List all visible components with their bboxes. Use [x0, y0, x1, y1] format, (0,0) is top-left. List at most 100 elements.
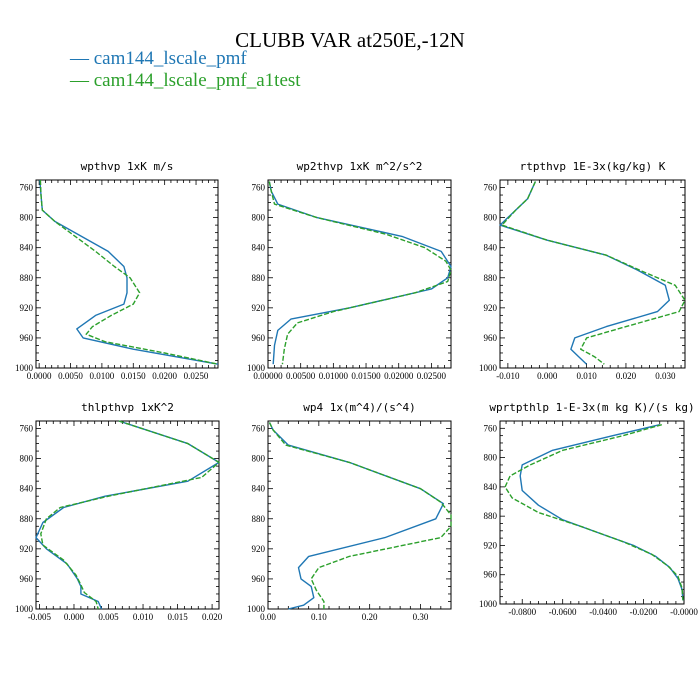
- plot-frame: [267, 420, 452, 610]
- x-tick-label: 0.010: [576, 371, 597, 381]
- chart-panel: wprtpthlp 1-E-3x(m kg K)/(s kg) 760 800 840…: [479, 401, 698, 617]
- y-tick-label: 800: [20, 454, 34, 464]
- y-tick-label: 920: [484, 540, 498, 550]
- series-line: [268, 422, 445, 610]
- legend-label: cam144_lscale_pmf: [93, 48, 247, 69]
- legend-line-marker: —: [70, 70, 89, 91]
- y-tick-label: 840: [252, 243, 266, 253]
- y-tick-label: 1000: [479, 363, 498, 373]
- y-tick-label: 760: [20, 424, 34, 434]
- x-tick-label: -0.0400: [589, 607, 617, 617]
- y-tick-label: 920: [20, 544, 34, 554]
- y-tick-label: 800: [252, 454, 266, 464]
- series-line: [268, 422, 452, 609]
- x-tick-label: 0.00500: [286, 371, 316, 381]
- y-tick-label: 760: [252, 183, 266, 193]
- x-tick-label: 0.000: [537, 371, 558, 381]
- panel-title: rtpthvp 1E-3x(kg/kg) K: [520, 160, 666, 173]
- x-tick-label: 0.020: [616, 371, 637, 381]
- y-tick-label: 760: [20, 183, 34, 193]
- series-line: [504, 424, 684, 601]
- y-tick-label: 840: [252, 484, 266, 494]
- x-tick-label: 0.010: [133, 612, 154, 622]
- panel-title: wprtpthlp 1-E-3x(m kg K)/(s kg): [489, 401, 694, 414]
- y-tick-label: 960: [252, 574, 266, 584]
- y-tick-label: 800: [484, 213, 498, 223]
- y-tick-label: 840: [484, 482, 498, 492]
- x-tick-label: 0.015: [167, 612, 188, 622]
- chart-panel: wp2thvp 1xK m^2/s^2 760 800 840 880 920 960 100…: [247, 160, 452, 381]
- x-tick-label: -0.0600: [549, 607, 577, 617]
- x-tick-label: 0.000: [64, 612, 85, 622]
- x-tick-label: 0.0000: [27, 371, 52, 381]
- x-tick-label: 0.0250: [184, 371, 209, 381]
- y-tick-label: 760: [252, 424, 266, 434]
- series-line: [40, 420, 220, 610]
- y-tick-label: 800: [20, 213, 34, 223]
- chart-panel: wp4 1x(m^4)/(s^4)76080084088092096010000…: [247, 401, 452, 622]
- series-line: [499, 181, 670, 365]
- series-line: [35, 420, 220, 610]
- y-tick-label: 1000: [15, 604, 34, 614]
- y-tick-label: 880: [252, 514, 266, 524]
- x-tick-label: 0.0100: [90, 371, 115, 381]
- chart-panel: wpthvp 1xK m/s76080084088092096010000.00…: [15, 160, 219, 381]
- x-tick-label: -0.0200: [630, 607, 658, 617]
- x-tick-label: -0.0800: [508, 607, 536, 617]
- y-tick-label: 880: [252, 273, 266, 283]
- y-tick-label: 840: [20, 243, 34, 253]
- y-tick-label: 760: [484, 183, 498, 193]
- y-tick-label: 920: [484, 303, 498, 313]
- legend-item: — cam144_lscale_pmf: [70, 48, 247, 70]
- plot-frame: [35, 420, 220, 610]
- legend-line-marker: —: [70, 48, 89, 69]
- y-tick-label: 960: [484, 333, 498, 343]
- x-tick-label: 0.005: [98, 612, 119, 622]
- series-line: [519, 424, 684, 601]
- y-tick-label: 840: [484, 243, 498, 253]
- series-line: [501, 181, 686, 365]
- series-line: [39, 179, 219, 365]
- y-tick-label: 1000: [479, 599, 498, 609]
- x-tick-label: 0.02000: [384, 371, 414, 381]
- y-tick-label: 1000: [247, 604, 266, 614]
- y-tick-label: 800: [252, 213, 266, 223]
- chart-panel: rtpthvp 1E-3x(kg/kg) K 760 800 840 880 920 960…: [479, 160, 686, 381]
- y-tick-label: 760: [484, 423, 498, 433]
- legend-label: cam144_lscale_pmf_a1test: [93, 70, 301, 91]
- x-tick-label: 0.0200: [152, 371, 177, 381]
- x-tick-label: 0.030: [655, 371, 676, 381]
- y-tick-label: 880: [20, 273, 34, 283]
- x-tick-label: 0.10: [311, 612, 327, 622]
- panel-title: wpthvp 1xK m/s: [81, 160, 174, 173]
- chart-panel: thlpthvp 1xK^2 760 800 840 880 920 960 1000-0.0…: [15, 401, 223, 622]
- x-tick-label: 0.01500: [351, 371, 381, 381]
- x-tick-label: 0.0150: [121, 371, 146, 381]
- panel-title: wp4 1x(m^4)/(s^4): [303, 401, 416, 414]
- y-tick-label: 960: [20, 574, 34, 584]
- panel-title: thlpthvp 1xK^2: [81, 401, 174, 414]
- y-tick-label: 1000: [247, 363, 266, 373]
- x-tick-label: -0.005: [28, 612, 52, 622]
- panel-title: wp2thvp 1xK m^2/s^2: [297, 160, 423, 173]
- x-tick-label: 0.020: [202, 612, 223, 622]
- y-tick-label: 1000: [15, 363, 34, 373]
- plot-frame: [499, 179, 686, 369]
- plot-frame: [267, 179, 452, 369]
- y-tick-label: 960: [20, 333, 34, 343]
- x-tick-label: -0.010: [496, 371, 520, 381]
- x-tick-label: 0.00: [260, 612, 276, 622]
- legend-item: — cam144_lscale_pmf_a1test: [70, 70, 301, 92]
- page-title: CLUBB VAR at250E,-12N: [235, 28, 465, 52]
- x-tick-label: 0.02500: [417, 371, 447, 381]
- series-line: [268, 181, 452, 365]
- x-tick-label: -0.0000: [670, 607, 698, 617]
- y-tick-label: 960: [252, 333, 266, 343]
- y-tick-label: 920: [252, 303, 266, 313]
- x-tick-label: 0.30: [413, 612, 429, 622]
- x-tick-label: 0.20: [362, 612, 378, 622]
- series-line: [268, 181, 452, 365]
- x-tick-label: 0.0050: [58, 371, 83, 381]
- y-tick-label: 880: [484, 511, 498, 521]
